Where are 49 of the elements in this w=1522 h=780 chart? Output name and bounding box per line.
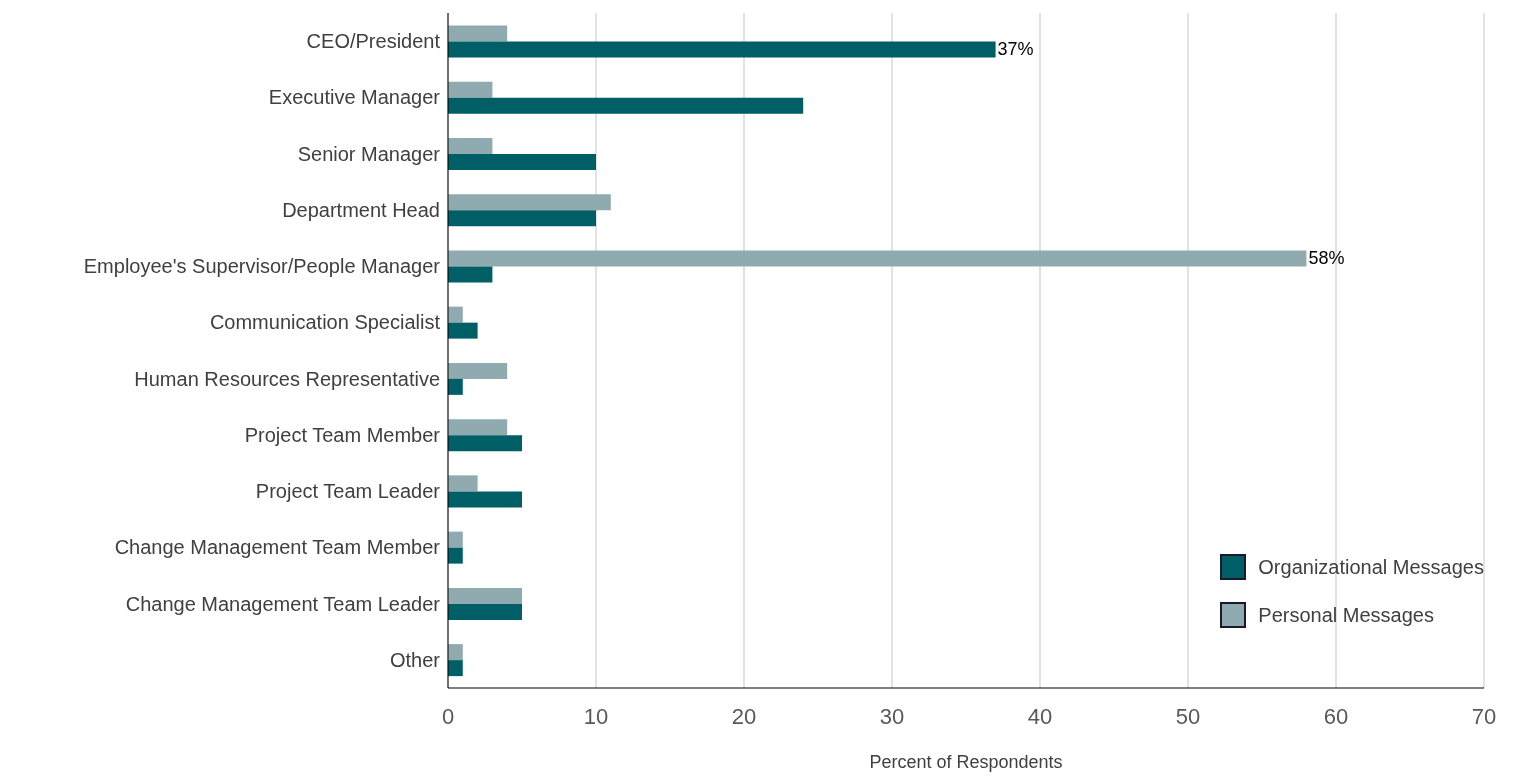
y-tick-label: CEO/President xyxy=(306,30,441,53)
bar xyxy=(448,547,463,564)
bar xyxy=(448,378,463,395)
bar xyxy=(448,137,493,154)
y-tick-label: Communication Specialist xyxy=(209,311,441,334)
y-tick-label: Other xyxy=(389,648,441,671)
x-tick-label: 50 xyxy=(1175,703,1201,729)
data-label: 58% xyxy=(1308,248,1345,269)
bar xyxy=(448,322,478,339)
bar xyxy=(448,435,522,452)
x-tick-label: 0 xyxy=(441,703,455,729)
y-tick-label: Human Resources Representative xyxy=(134,367,440,390)
bar xyxy=(448,250,1307,267)
bar xyxy=(448,97,804,114)
y-tick-label: Employee's Supervisor/People Manager xyxy=(83,255,441,278)
y-tick-label: Change Management Team Leader xyxy=(125,592,441,615)
x-tick-label: 40 xyxy=(1027,703,1053,729)
y-tick-label: Department Head xyxy=(282,198,440,221)
x-tick-label: 60 xyxy=(1323,703,1349,729)
bar xyxy=(448,210,596,227)
y-tick-label: Project Team Leader xyxy=(255,480,441,503)
bar xyxy=(448,25,508,42)
bar xyxy=(448,587,522,604)
bar xyxy=(448,419,508,436)
y-tick-label: Senior Manager xyxy=(297,142,441,165)
legend-label: Personal Messages xyxy=(1258,603,1434,627)
bar xyxy=(448,306,463,323)
x-tick-label: 30 xyxy=(879,703,905,729)
x-tick-label: 10 xyxy=(583,703,609,729)
bar xyxy=(448,603,522,620)
bar xyxy=(448,660,463,677)
bar xyxy=(448,491,522,508)
bar xyxy=(448,266,493,283)
data-label: 37% xyxy=(997,39,1034,60)
y-tick-label: Project Team Member xyxy=(244,423,441,446)
y-tick-label: Executive Manager xyxy=(268,86,441,109)
x-tick-label: 20 xyxy=(731,703,757,729)
x-tick-label: 70 xyxy=(1471,703,1497,729)
bar xyxy=(448,153,596,170)
bar xyxy=(448,81,493,98)
bar xyxy=(448,475,478,492)
bar xyxy=(448,362,508,379)
y-tick-label: Change Management Team Member xyxy=(114,536,441,559)
legend-label: Organizational Messages xyxy=(1258,555,1484,579)
x-axis-title: Percent of Respondents xyxy=(869,752,1063,772)
bar xyxy=(448,41,996,58)
bar xyxy=(448,644,463,661)
bar xyxy=(448,194,611,211)
bar xyxy=(448,531,463,548)
